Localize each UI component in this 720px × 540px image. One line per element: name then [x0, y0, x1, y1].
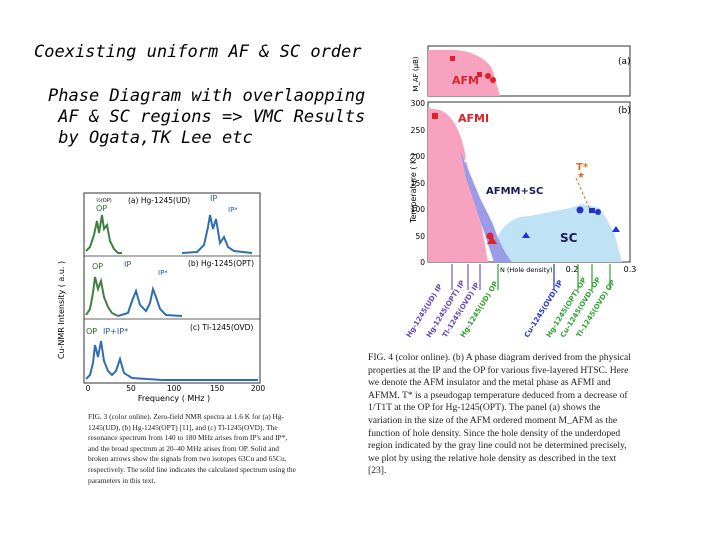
- fig3-panel-b-label: (b) Hg-1245(OPT): [188, 259, 254, 268]
- fig3-spectrum-c: [85, 340, 258, 381]
- fig3-caption: FIG. 3 (color online). Zero-field NMR sp…: [88, 412, 296, 485]
- fig4a-ylabel: M_AF (μB): [412, 56, 420, 92]
- fig4b-marker: [432, 113, 438, 119]
- afm-region-a: [428, 50, 500, 96]
- fig3-frame: [83, 192, 261, 384]
- fig3-tag-ipstar-a: IP*: [228, 206, 238, 214]
- fig3-tag-ipstar-b: IP*: [158, 269, 168, 277]
- fig4b-region-afmi: AFMI: [458, 112, 489, 125]
- subtitle-line-3: by Ogata,TK Lee etc: [48, 128, 253, 148]
- fig3-xtick: 100: [167, 384, 182, 393]
- fig4b-region-sc: SC: [560, 231, 578, 245]
- fig3-spectrum-a-op: [85, 214, 122, 254]
- fig4a-panel-label: (a): [618, 57, 631, 67]
- fig3-spectrum-a-ip: [181, 214, 253, 254]
- fig4b-xtick: 0.3: [624, 265, 637, 274]
- fig4b-ytick: 200: [411, 152, 426, 161]
- fig4a-marker: [485, 73, 491, 79]
- sc-region: [494, 204, 622, 262]
- fig3-xtick: 0: [86, 384, 91, 393]
- fig4b-region-tstar: T*: [576, 162, 589, 173]
- fig4b-marker: [487, 236, 497, 244]
- slide-subtitle: Phase Diagram with overlaopping AF & SC …: [48, 86, 365, 149]
- fig3-xtick: 50: [126, 384, 136, 393]
- fig4b-region-afmm-sc: AFMM+SC: [486, 186, 543, 197]
- star-icon: ★: [577, 171, 585, 181]
- fig4b-marker: [612, 226, 620, 232]
- fig3-tag-ip-a: IP: [210, 194, 217, 203]
- fig3-xlabel: Frequency ( MHz ): [138, 394, 210, 403]
- fig4b-sample-label: Hg-1245(UD) IP: [405, 283, 444, 339]
- fig3-spectrum-b-op: [85, 276, 119, 317]
- fig4b-marker: [576, 206, 584, 214]
- fig4b-xlabel: N (Hole density): [500, 266, 553, 274]
- fig3-panel-c-label: (c) Tl-1245(OVD): [190, 323, 253, 332]
- fig3-tag-op-a: OP: [96, 204, 107, 213]
- subtitle-line-2: AF & SC regions => VMC Results: [48, 107, 366, 127]
- fig4b-panel-label: (b): [618, 106, 631, 116]
- fig4b-ytick: 0: [420, 258, 425, 267]
- fig4b-marker: [595, 209, 601, 215]
- fig4a-marker: [450, 56, 455, 61]
- fig3-xticks: 0 50 100 150 200: [86, 384, 266, 393]
- fig3-ylabel: Cu-NMR Intensity ( a.u. ): [57, 261, 66, 359]
- fig3-tag-op-b: OP: [92, 262, 103, 271]
- fig4b-ytick: 100: [411, 205, 426, 214]
- fig3-tag-ipip-c: IP+IP*: [103, 327, 128, 336]
- subtitle-line-1: Phase Diagram with overlaopping: [48, 86, 366, 106]
- fig4a-marker: [477, 72, 482, 77]
- fig4a-afm-label: AFM: [452, 74, 479, 87]
- fig3-tag-op-c: OP: [86, 327, 97, 336]
- fig4-caption: FIG. 4 (color online). (b) A phase diagr…: [368, 352, 631, 477]
- fig3-xtick: 200: [251, 384, 266, 393]
- fig4b-sample-label: Cu-1245(OVD) IP: [523, 279, 565, 339]
- fig3-nmr-spectra: Cu-NMR Intensity ( a.u. ) 0 50 100 150 2…: [57, 192, 266, 403]
- fig4b-region-afmm: AFMM: [464, 152, 502, 165]
- afm-region-b: [428, 108, 488, 262]
- fig3-tag-half-op: ½(OP): [96, 197, 112, 204]
- fig4b-sample-arrows: [451, 264, 611, 290]
- fig3-xtick: 150: [210, 384, 225, 393]
- fig4b-ytick: 300: [411, 99, 426, 108]
- fig4b-ytick: 150: [411, 179, 426, 188]
- fig4-phase-diagram: AFM (a) M_AF (μB) ★ T* AFMI AFMM AFMM+SC…: [405, 45, 637, 339]
- fig4b-ylabel: Temperature ( K ): [409, 153, 418, 224]
- fig4a-marker: [490, 77, 496, 83]
- fig4b-marker: [589, 208, 595, 213]
- slide-title: Coexisting uniform AF & SC order: [34, 42, 362, 62]
- fig4b-ytick: 250: [411, 126, 426, 135]
- fig3-panel-a-label: (a) Hg-1245(UD): [128, 196, 190, 205]
- fig4b-ytick: 50: [415, 232, 425, 241]
- fig4b-marker: [522, 232, 530, 238]
- fig4b-xtick: 0.2: [566, 265, 579, 274]
- fig3-tag-ip-b: IP: [124, 260, 131, 269]
- fig3-spectrum-b-ip: [117, 285, 183, 317]
